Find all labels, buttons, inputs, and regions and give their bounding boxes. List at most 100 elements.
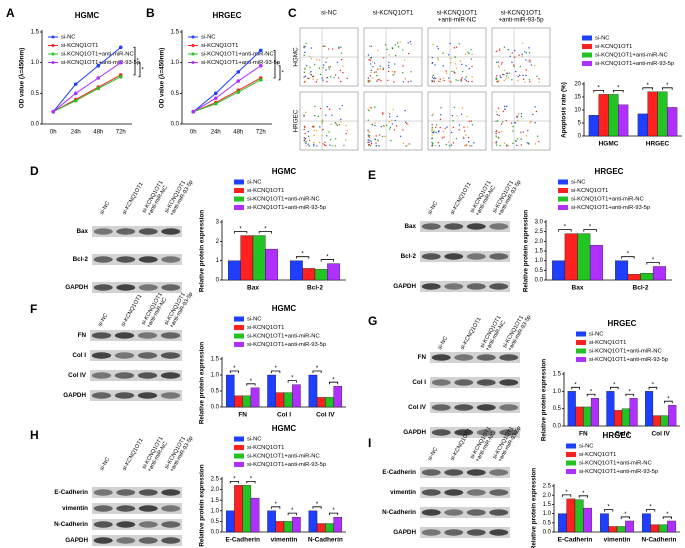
flow-event [370,107,373,109]
legend-label: si-KCNQ1OT1 [579,452,616,458]
flow-event [309,55,311,57]
blot-band [116,505,136,512]
blot-strip [92,226,182,237]
panel-letter: C [288,6,297,20]
blot-band [454,429,474,436]
blot-band [160,352,181,359]
significance-label: * [652,382,655,388]
flow-event [369,59,372,62]
data-point [96,86,101,91]
blot-band [91,372,112,379]
significance-label: * [624,512,627,518]
flow-event [307,130,310,133]
flow-event [393,73,396,75]
flow-event [506,105,508,108]
x-tick-label: HGMC [599,141,619,148]
flow-event [334,121,337,124]
flow-event [512,130,514,132]
flow-event [454,63,457,65]
y-tick-label: 1.0 [211,373,220,379]
flow-event [407,52,410,55]
x-tick-label: Col I [277,412,291,419]
band-label: FN [418,354,427,361]
flow-event [329,66,331,68]
blot-band [161,521,181,528]
legend-swatch [234,316,244,322]
legend-label: si-KCNQ1OT1+anti-miR-93-5p [571,205,650,211]
flow-event [513,64,515,66]
band-label: vimentin [390,489,416,496]
flow-event [455,79,457,81]
flow-event [510,122,513,124]
legend-label: si-KCNQ1OT1+anti-miR-93-5p [579,469,658,475]
legend-label: si-NC [61,35,76,41]
significance-label: * [142,67,145,73]
bar [667,520,676,533]
flow-event [504,105,506,108]
flow-event [370,71,372,74]
bar [650,524,660,533]
blot-band [114,352,135,359]
flow-event [437,59,439,61]
significance-bracket [642,87,653,90]
y-tick-label: 3.0 [535,220,544,226]
flow-event [303,71,306,74]
bar [567,391,576,427]
flow-event [447,141,450,143]
flow-event [399,135,402,138]
flow-event [369,80,371,83]
blot-strip [92,519,182,530]
bar [275,521,285,533]
flow-event [442,52,444,54]
flow-event [524,51,526,53]
flow-event [307,135,310,138]
flow-event [303,125,306,128]
band-label: vimentin [62,505,88,512]
blot-band [93,505,113,512]
flow-event [304,51,306,54]
blot-band [499,429,519,436]
flow-event [525,52,528,54]
significance-label: * [239,227,242,233]
flow-event [530,120,532,123]
bar [625,520,634,533]
series-line [52,46,122,113]
blot-band [476,404,496,411]
flow-event [518,113,520,115]
flow-event [503,69,506,72]
significance-bracket [287,512,297,516]
flow-event [304,80,307,83]
legend-marker [51,35,55,39]
flow-event [367,108,369,110]
y-tick-label: 15 [574,95,581,101]
y-tick-label: 1.5 [543,502,552,508]
legend-swatch [234,462,244,467]
significance-bracket [271,506,281,509]
flow-event [513,65,515,68]
data-point [118,45,123,50]
legend-label: si-KCNQ1OT1+anti-miR-NC [201,52,274,58]
flow-event [458,43,460,45]
flow-event [303,137,306,139]
flow-event [522,131,525,133]
flow-event [439,126,441,129]
x-tick-label: E-Cadherin [558,537,593,544]
series-line [192,50,262,113]
flow-event [322,64,325,66]
flow-event [456,115,458,117]
bar [314,269,328,281]
flow-event [514,70,517,73]
flow-event [328,108,331,111]
blot-band [476,379,496,386]
y-tick-label: 10 [574,108,581,114]
flow-event [304,45,306,48]
y-axis-label: OD value (λ=450nm) [18,48,26,108]
flow-event [463,137,465,140]
flow-event [399,41,401,43]
chart-title: HGMC [75,11,100,20]
flow-event [407,81,410,83]
significance-bracket [246,480,256,484]
y-axis-label: OD value (λ=450nm) [158,48,166,108]
bar [614,410,623,427]
significance-bracket [571,386,580,390]
